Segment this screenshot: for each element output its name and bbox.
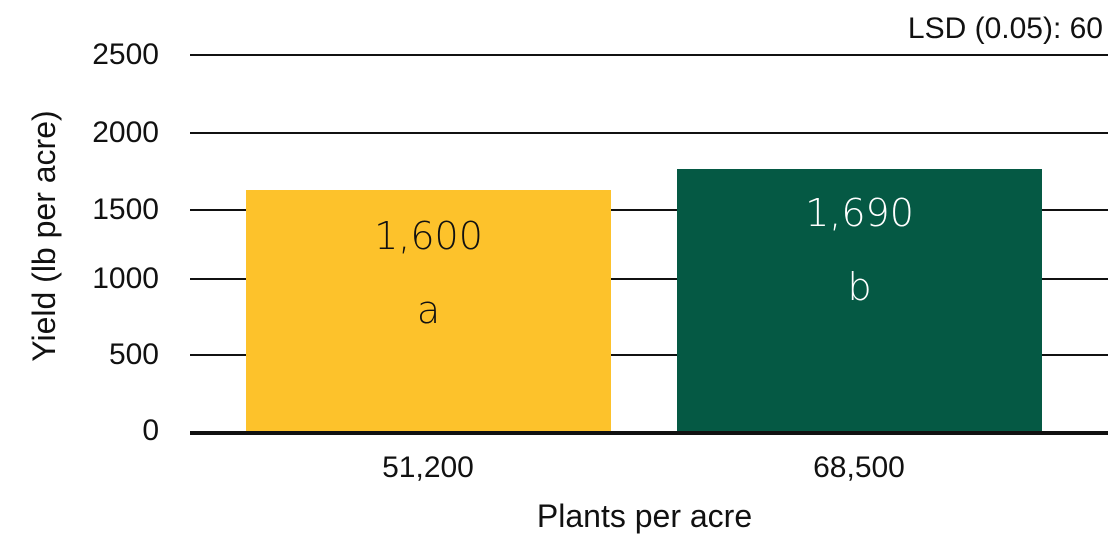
lsd-annotation: LSD (0.05): 60	[907, 12, 1103, 45]
gridline-2000	[190, 132, 1108, 134]
y-axis-label: Yield (lb per acre)	[26, 110, 62, 362]
y-tick-0: 0	[142, 414, 159, 447]
bar-68500: 1,690 b	[677, 169, 1042, 432]
x-tick-51200: 51,200	[382, 451, 474, 484]
gridline-2500	[190, 54, 1108, 56]
gridline-1000	[190, 278, 1108, 280]
y-tick-1500: 1500	[92, 193, 159, 226]
x-axis-label: Plants per acre	[536, 498, 753, 534]
bar-51200: 1,600 a	[246, 190, 611, 432]
y-tick-2000: 2000	[92, 116, 159, 149]
x-axis-line	[190, 431, 1108, 435]
gridline-500	[190, 354, 1108, 356]
significance-letter: b	[847, 265, 872, 309]
gridline-1500	[190, 209, 1108, 211]
bar-value-label: 1,600	[374, 214, 483, 258]
bar-value-label: 1,690	[805, 191, 914, 235]
y-tick-2500: 2500	[92, 38, 159, 71]
significance-letter: a	[416, 288, 441, 332]
y-tick-500: 500	[108, 338, 159, 371]
y-tick-1000: 1000	[92, 262, 159, 295]
x-tick-68500: 68,500	[813, 451, 905, 484]
